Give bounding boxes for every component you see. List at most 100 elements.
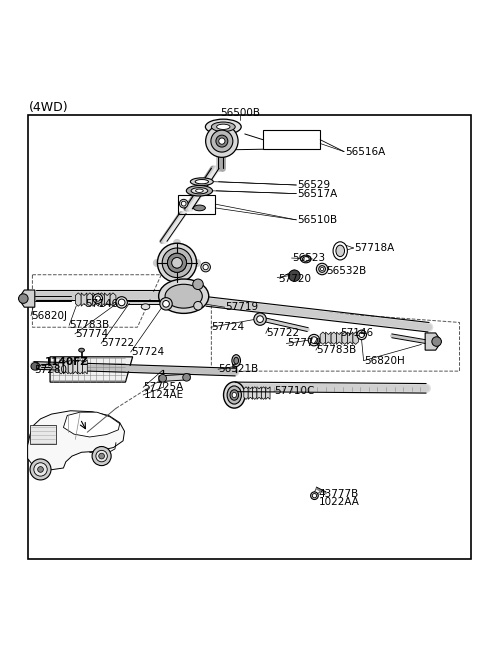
Circle shape	[96, 450, 108, 461]
Polygon shape	[75, 293, 81, 306]
Ellipse shape	[257, 316, 264, 323]
Ellipse shape	[95, 296, 100, 301]
Text: 56517A: 56517A	[297, 189, 337, 199]
Text: 1022AA: 1022AA	[319, 497, 360, 507]
Ellipse shape	[203, 264, 208, 270]
Polygon shape	[59, 360, 63, 374]
Polygon shape	[78, 360, 83, 374]
Text: 56521B: 56521B	[218, 365, 259, 374]
Ellipse shape	[312, 493, 317, 498]
Ellipse shape	[205, 119, 241, 134]
Text: 56523: 56523	[292, 253, 325, 263]
Text: 57774: 57774	[287, 339, 320, 349]
Text: 57774: 57774	[75, 329, 108, 339]
Ellipse shape	[230, 390, 239, 400]
Text: (4WD): (4WD)	[29, 101, 69, 114]
Ellipse shape	[191, 178, 213, 185]
Polygon shape	[93, 293, 98, 306]
Polygon shape	[266, 387, 270, 399]
Circle shape	[159, 374, 167, 382]
Ellipse shape	[163, 301, 169, 307]
Text: 1140FZ: 1140FZ	[45, 357, 89, 367]
Ellipse shape	[172, 258, 182, 268]
Text: 57718A: 57718A	[355, 243, 395, 253]
Ellipse shape	[116, 297, 127, 308]
Ellipse shape	[211, 130, 233, 152]
Ellipse shape	[157, 243, 197, 282]
Polygon shape	[87, 293, 93, 306]
Ellipse shape	[219, 138, 225, 144]
Polygon shape	[73, 360, 78, 374]
Polygon shape	[63, 412, 120, 437]
Polygon shape	[83, 360, 87, 374]
Polygon shape	[63, 360, 68, 374]
Ellipse shape	[141, 304, 150, 309]
Text: 56820J: 56820J	[32, 311, 68, 321]
Polygon shape	[50, 357, 132, 382]
Polygon shape	[104, 293, 110, 306]
Ellipse shape	[195, 179, 208, 184]
Bar	[263, 130, 320, 149]
Polygon shape	[110, 293, 116, 306]
Ellipse shape	[172, 258, 182, 268]
Text: 57724: 57724	[131, 347, 164, 357]
Ellipse shape	[181, 201, 186, 206]
Polygon shape	[261, 387, 266, 399]
Text: 57722: 57722	[266, 329, 300, 339]
Ellipse shape	[224, 382, 245, 408]
Ellipse shape	[333, 242, 348, 260]
Circle shape	[288, 270, 300, 282]
Ellipse shape	[232, 392, 237, 398]
Polygon shape	[336, 332, 342, 345]
Circle shape	[432, 337, 442, 347]
Ellipse shape	[321, 268, 324, 271]
Ellipse shape	[168, 253, 187, 272]
Polygon shape	[244, 387, 248, 399]
Ellipse shape	[336, 245, 345, 256]
Ellipse shape	[158, 279, 209, 313]
Ellipse shape	[308, 335, 320, 346]
Polygon shape	[159, 374, 190, 382]
Ellipse shape	[93, 294, 103, 303]
Polygon shape	[19, 290, 35, 307]
Ellipse shape	[191, 188, 208, 194]
Ellipse shape	[194, 301, 202, 310]
Ellipse shape	[232, 355, 240, 367]
Text: 57710C: 57710C	[275, 386, 315, 396]
Ellipse shape	[254, 313, 266, 325]
Polygon shape	[98, 293, 104, 306]
Ellipse shape	[205, 125, 238, 157]
Ellipse shape	[165, 284, 202, 308]
Polygon shape	[325, 332, 331, 345]
Bar	[30, 425, 56, 444]
Ellipse shape	[193, 279, 203, 290]
Ellipse shape	[180, 199, 188, 208]
Ellipse shape	[311, 337, 317, 343]
Text: 57280: 57280	[34, 365, 67, 375]
Ellipse shape	[227, 386, 241, 404]
Ellipse shape	[211, 122, 235, 131]
Text: 1124AE: 1124AE	[144, 390, 184, 400]
Text: 57719: 57719	[226, 302, 259, 312]
Ellipse shape	[216, 124, 230, 129]
Text: 56820H: 56820H	[364, 356, 405, 366]
Bar	[178, 195, 215, 214]
Circle shape	[92, 446, 111, 465]
Polygon shape	[81, 293, 87, 306]
Ellipse shape	[160, 297, 172, 310]
Ellipse shape	[357, 330, 366, 339]
Text: 56500B: 56500B	[220, 108, 260, 118]
Circle shape	[31, 363, 38, 370]
Text: 57725A: 57725A	[144, 382, 184, 392]
Ellipse shape	[186, 185, 213, 196]
Text: 57720: 57720	[278, 274, 311, 284]
Text: 56510B: 56510B	[297, 215, 337, 225]
Ellipse shape	[201, 262, 210, 272]
Ellipse shape	[79, 348, 84, 352]
Polygon shape	[68, 360, 73, 374]
Polygon shape	[342, 332, 348, 345]
Circle shape	[30, 459, 51, 480]
Text: 57783B: 57783B	[70, 320, 110, 330]
Circle shape	[37, 467, 43, 472]
Polygon shape	[252, 387, 257, 399]
